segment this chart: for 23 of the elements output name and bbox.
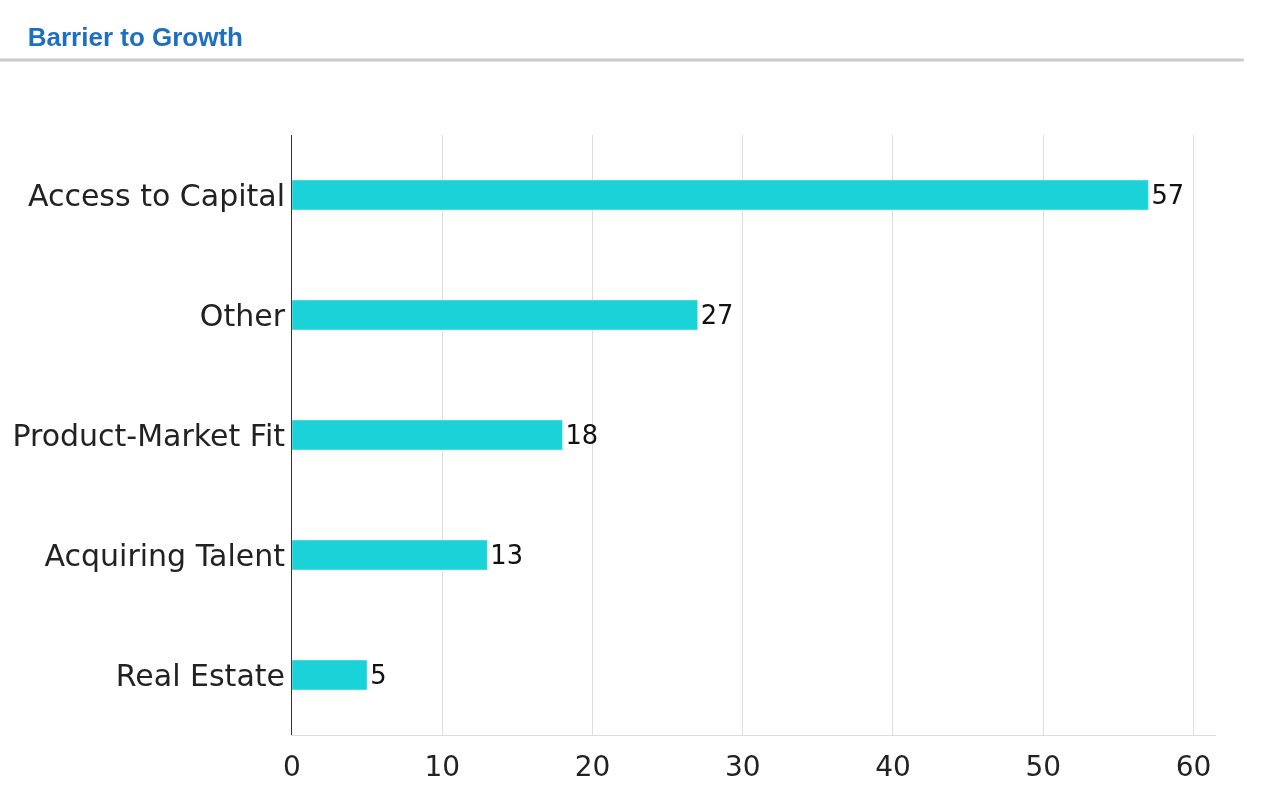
bar [292, 659, 368, 691]
bar [292, 539, 488, 571]
x-tick-label: 20 [574, 749, 611, 783]
x-tick-label: 50 [1025, 749, 1062, 783]
y-tick-label: Acquiring Talent [44, 537, 286, 573]
y-tick-label: Other [199, 297, 286, 333]
bar [292, 419, 563, 451]
y-tick-label: Real Estate [115, 657, 285, 693]
data-label: 57 [1151, 180, 1185, 210]
data-label: 18 [565, 420, 599, 450]
data-label: 27 [700, 300, 734, 330]
chart-title: Barrier to Growth [27, 22, 243, 53]
y-tick-label: Product-Market Fit [12, 417, 286, 453]
x-tick-label: 60 [1175, 749, 1212, 783]
bar [292, 299, 698, 331]
data-label: 5 [370, 660, 387, 690]
x-tick-label: 30 [724, 749, 761, 783]
x-tick-label: 40 [875, 749, 911, 783]
y-tick-label: Access to Capital [27, 177, 285, 213]
data-label: 13 [490, 540, 524, 570]
bar [292, 179, 1149, 211]
x-tick-label: 10 [424, 749, 461, 783]
x-tick-label: 0 [283, 749, 301, 783]
